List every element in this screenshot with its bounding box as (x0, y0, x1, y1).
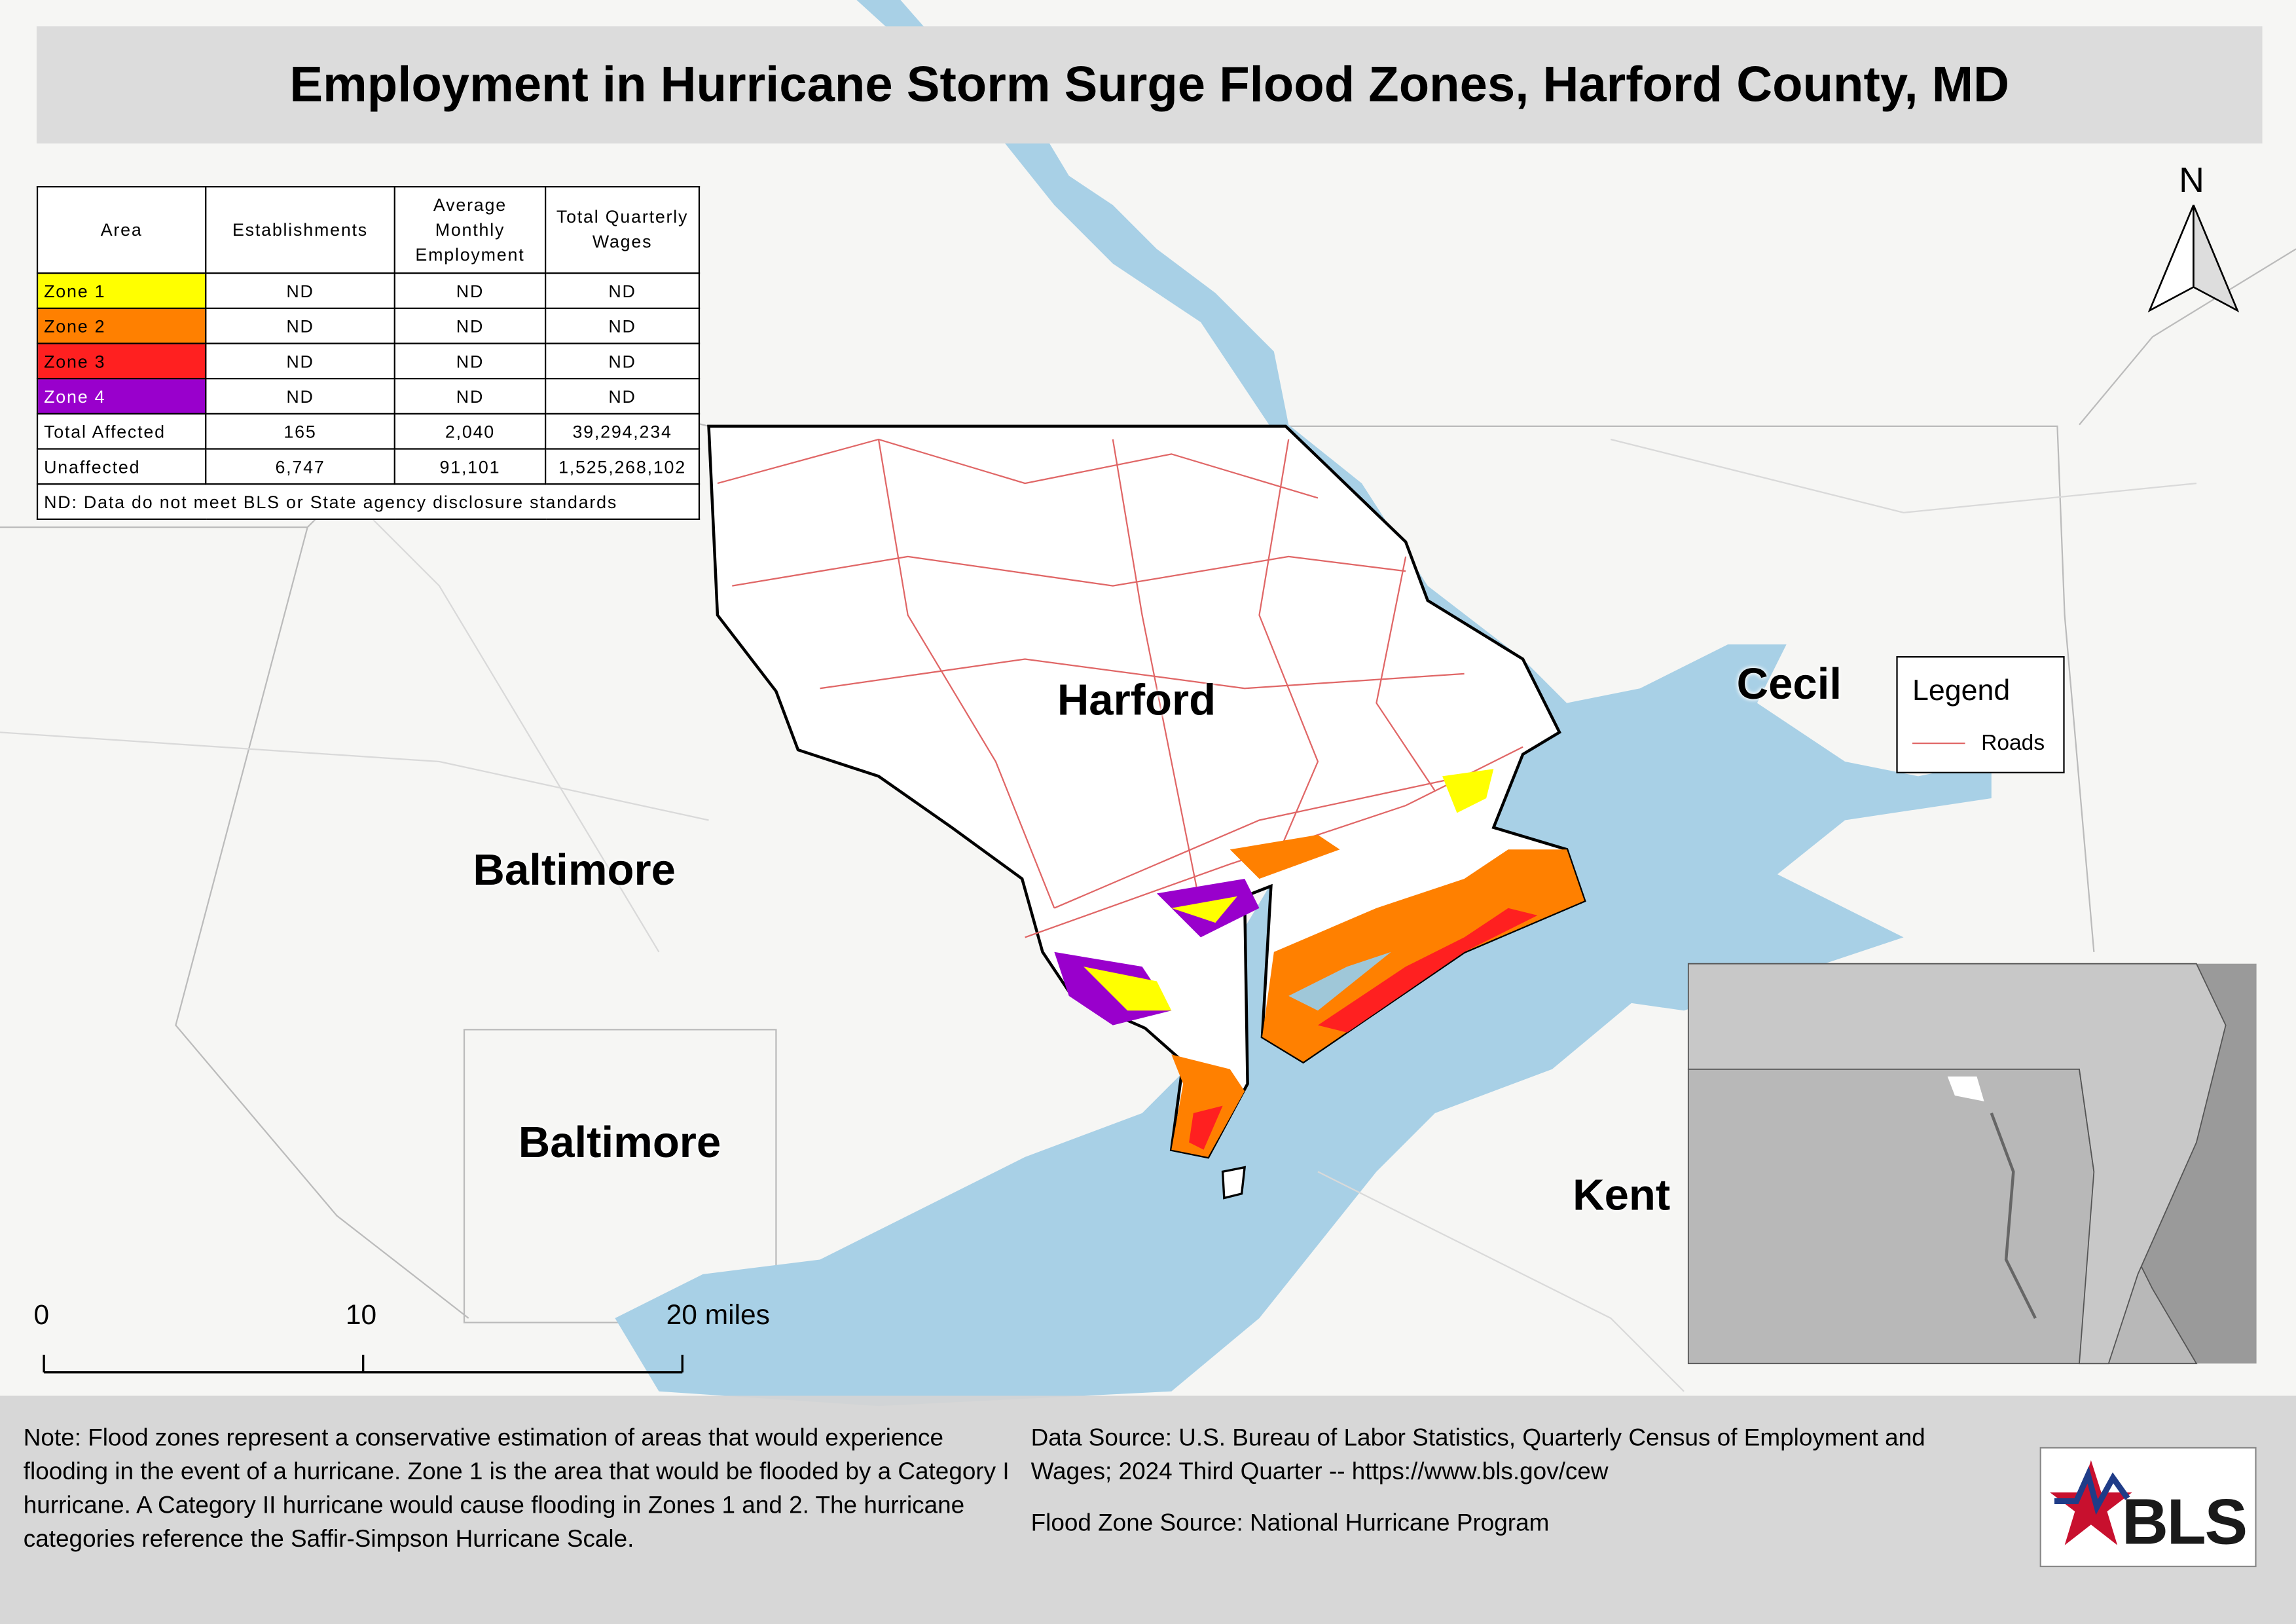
table-footnote: ND: Data do not meet BLS or State agency… (36, 483, 701, 520)
island (1221, 1166, 1247, 1200)
flood-zones (1054, 769, 1585, 1157)
table-cell: ND (205, 378, 395, 415)
logo-text: BLS (2121, 1486, 2248, 1559)
footer: Note: Flood zones represent a conservati… (0, 1395, 2296, 1624)
table-cell: ND (205, 342, 395, 380)
table-cell: Zone 3 (36, 342, 207, 380)
logo-star (2050, 1460, 2132, 1545)
legend-label: Roads (1981, 731, 2045, 756)
table-cell: Total Affected (36, 413, 207, 450)
table-cell: ND (545, 342, 701, 380)
table-row: Zone 1 ND ND ND (36, 272, 701, 309)
table-row: Unaffected 6,747 91,101 1,525,268,102 (36, 448, 701, 485)
water (615, 0, 1992, 1407)
bls-logo: BLS (2039, 1447, 2257, 1568)
table-cell: ND (545, 378, 701, 415)
note: Note: Flood zones represent a conservati… (23, 1425, 1010, 1553)
north-arrow (2147, 204, 2240, 313)
table-cell: ND (393, 342, 547, 380)
table-cell: ND (393, 307, 547, 344)
table-row: Zone 3 ND ND ND (36, 342, 701, 380)
county-label: Baltimore (473, 846, 676, 895)
county-label: Harford (1057, 676, 1216, 726)
flood-source: Flood Zone Source: National Hurricane Pr… (1030, 1509, 1550, 1537)
table-header: Average Monthly Employment (393, 186, 547, 274)
north-label: N (2179, 161, 2204, 201)
data-source: Data Source: U.S. Bureau of Labor Statis… (1030, 1425, 1925, 1485)
table-cell: Zone 1 (36, 272, 207, 309)
table-cell: 6,747 (205, 448, 395, 485)
table-row: Zone 4 ND ND ND (36, 378, 701, 415)
legend-title: Legend (1912, 675, 2011, 708)
employment-table: Area Establishments Average Monthly Employ… (36, 186, 701, 520)
table-cell: Zone 2 (36, 307, 207, 344)
county-label: Cecil (1736, 660, 1842, 709)
scale-label: 20 miles (666, 1301, 770, 1332)
table-cell: ND (393, 378, 547, 415)
county-label: Baltimore (518, 1118, 721, 1168)
legend-item: Roads (1912, 731, 2045, 756)
table-row: ND: Data do not meet BLS or State agency… (36, 483, 701, 520)
legend-swatch (1912, 742, 1965, 745)
table-cell: ND (545, 307, 701, 344)
table-cell: ND (205, 307, 395, 344)
table-cell: 39,294,234 (545, 413, 701, 450)
table-cell: Unaffected (36, 448, 207, 485)
scale-bar (43, 1354, 683, 1374)
table-header: Total Quarterly Wages (545, 186, 701, 274)
water (1552, 864, 1904, 1011)
table-cell: 2,040 (393, 413, 547, 450)
table-cell: 165 (205, 413, 395, 450)
table-cell: ND (545, 272, 701, 309)
title: Employment in Hurricane Storm Surge Floo… (36, 26, 2263, 144)
table-row: Total Affected 165 2,040 39,294,234 (36, 413, 701, 450)
scale-label: 0 (33, 1301, 50, 1332)
table-cell: 91,101 (393, 448, 547, 485)
table-row: Zone 2 ND ND ND (36, 307, 701, 344)
county-label: Kent (1573, 1172, 1671, 1221)
table-cell: ND (205, 272, 395, 309)
legend: Legend Roads (1896, 656, 2065, 773)
table-cell: ND (393, 272, 547, 309)
scale-label: 10 (345, 1301, 377, 1332)
table-header: Establishments (205, 186, 395, 274)
table-header: Area (36, 186, 207, 274)
table-cell: Zone 4 (36, 378, 207, 415)
table-cell: 1,525,268,102 (545, 448, 701, 485)
inset-map (1687, 963, 2257, 1365)
